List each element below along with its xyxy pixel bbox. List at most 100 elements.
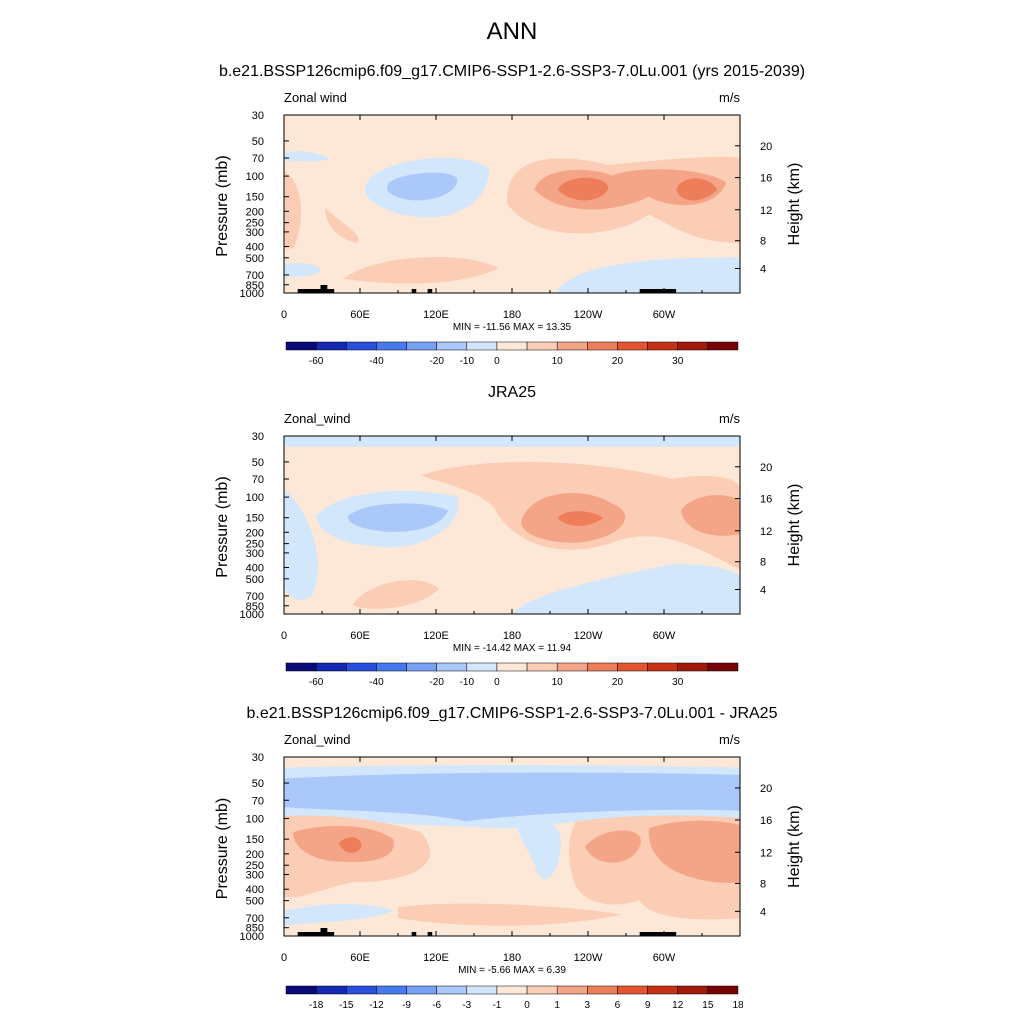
x-tick-label: 60E [350, 952, 370, 964]
y-tick-label: 100 [246, 492, 264, 504]
colorbar-swatch [436, 662, 468, 672]
y-tick-label: 250 [246, 218, 264, 230]
colorbar-swatch [677, 341, 709, 351]
colorbar-swatch [496, 341, 528, 351]
y-tick-label: 1000 [240, 288, 264, 300]
colorbar-label: 1 [554, 1000, 560, 1011]
min-max-stats: MIN = -14.42 MAX = 11.94 [453, 643, 572, 654]
colorbar-label: -60 [309, 356, 324, 367]
y-tick-label: 200 [246, 206, 264, 218]
y-tick-label: 150 [246, 513, 264, 525]
height-tick-label: 12 [760, 526, 772, 538]
y-tick-label: 100 [246, 171, 264, 183]
y-tick-label: 700 [246, 270, 264, 282]
x-tick-label: 60E [350, 309, 370, 321]
panel-2-field [284, 436, 740, 614]
x-tick-label: 180 [503, 630, 521, 642]
panel-1-field [284, 115, 740, 293]
colorbar-swatch [526, 662, 558, 672]
y-tick-label: 70 [252, 474, 264, 486]
x-tick-label: 120E [423, 309, 449, 321]
contour-region [343, 256, 499, 284]
colorbar-label: 0 [494, 356, 500, 367]
colorbar-label: -9 [402, 1000, 411, 1011]
colorbar-label: 3 [585, 1000, 591, 1011]
contour-region [338, 837, 362, 853]
panel-3-title: b.e21.BSSP126cmip6.f09_g17.CMIP6-SSP1-2.… [246, 705, 778, 722]
x-tick-label: 180 [503, 952, 521, 964]
colorbar-swatch [466, 662, 498, 672]
y-tick-label: 400 [246, 884, 264, 896]
colorbar-label: -15 [339, 1000, 354, 1011]
variable-label: Zonal_wind [284, 732, 351, 747]
colorbar-swatch [677, 662, 709, 672]
colorbar-swatch [526, 985, 558, 995]
colorbar-label: -20 [429, 356, 444, 367]
colorbar-label: 12 [672, 1000, 684, 1011]
colorbar-label: 30 [672, 356, 684, 367]
height-tick-label: 8 [760, 557, 766, 569]
colorbar-swatch [617, 662, 648, 672]
y-tick-label: 200 [246, 849, 264, 861]
height-tick-label: 16 [760, 815, 772, 827]
colorbar-label: 30 [672, 677, 684, 688]
height-tick-label: 4 [760, 584, 766, 596]
y-tick-label: 250 [246, 539, 264, 551]
colorbar-swatch [376, 662, 407, 672]
y-tick-label: 700 [246, 591, 264, 603]
colorbar-label: -40 [369, 677, 384, 688]
units-label: m/s [719, 732, 740, 747]
min-max-stats: MIN = -11.56 MAX = 13.35 [453, 322, 572, 333]
y-tick-label: 300 [246, 870, 264, 882]
colorbar-label: -20 [429, 677, 444, 688]
colorbar-label: -18 [309, 1000, 324, 1011]
topography-mask [427, 289, 433, 293]
x-tick-label: 60W [653, 952, 676, 964]
contour-region [557, 511, 604, 526]
y-tick-label: 50 [252, 457, 264, 469]
x-tick-label: 120W [574, 952, 603, 964]
colorbar-swatch [436, 985, 468, 995]
contour-region [676, 178, 718, 201]
y-tick-label: 400 [246, 241, 264, 253]
y-tick-label: 250 [246, 860, 264, 872]
contour-region [352, 580, 440, 609]
min-max-stats: MIN = -5.66 MAX = 6.39 [458, 965, 566, 976]
y-tick-label: 700 [246, 913, 264, 925]
colorbar-label: 0 [494, 677, 500, 688]
y-tick-label: 30 [252, 431, 264, 443]
y-tick-label: 70 [252, 153, 264, 165]
colorbar-swatch [496, 985, 528, 995]
colorbar-label: 9 [645, 1000, 651, 1011]
contour-region [325, 207, 359, 244]
colorbar-label: -10 [460, 677, 475, 688]
colorbar-label: -12 [369, 1000, 384, 1011]
colorbar-swatch [496, 662, 528, 672]
x-tick-label: 0 [281, 309, 287, 321]
y-tick-label: 30 [252, 752, 264, 764]
colorbar-swatch [647, 662, 678, 672]
x-tick-label: 120E [423, 630, 449, 642]
height-tick-label: 8 [760, 236, 766, 248]
colorbar-label: -1 [492, 1000, 501, 1011]
colorbar-swatch [617, 341, 648, 351]
colorbar-swatch [406, 985, 437, 995]
contour-region [680, 495, 740, 536]
colorbar-label: 20 [612, 356, 624, 367]
topography-mask [411, 289, 417, 293]
colorbar-swatch [617, 985, 648, 995]
contour-region [557, 177, 609, 201]
contour-region [284, 171, 302, 249]
x-tick-label: 180 [503, 309, 521, 321]
colorbar-swatch [677, 985, 709, 995]
height-tick-label: 20 [760, 141, 772, 153]
panel-3: Zonal_wind m/s0 60E 120E 180 120W 60W305070100… [214, 732, 803, 1011]
topography-mask [411, 932, 417, 936]
colorbar-label: -3 [462, 1000, 471, 1011]
topography-mask [297, 289, 335, 293]
colorbar-swatch [587, 985, 618, 995]
colorbar-swatch [315, 341, 347, 351]
colorbar-swatch [587, 662, 618, 672]
topography-mask [639, 289, 677, 293]
